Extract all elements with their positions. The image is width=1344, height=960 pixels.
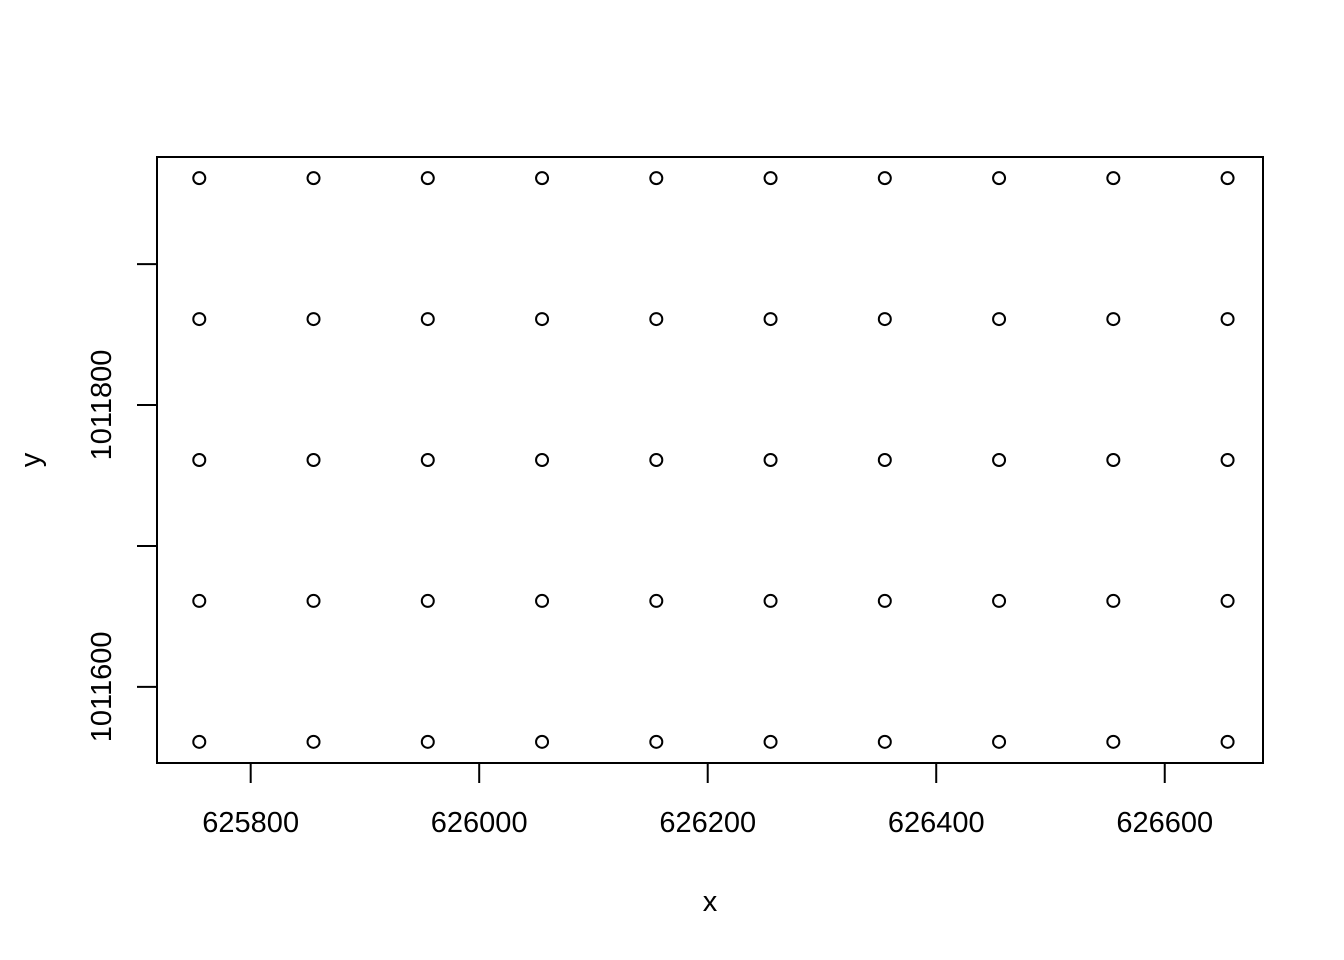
data-point (420, 171, 435, 186)
data-point (192, 734, 207, 749)
y-axis: 1011600 1011800 (86, 263, 157, 743)
data-point (877, 312, 892, 327)
x-tick-label: 626000 (431, 807, 528, 839)
data-point (1220, 312, 1235, 327)
data-point (1106, 171, 1121, 186)
y-tick-label: 1011600 (86, 632, 118, 743)
x-axis: 625800 626000 626200 626400 626600 (202, 763, 1213, 839)
x-tick-label: 626400 (888, 807, 985, 839)
data-point (535, 453, 550, 467)
data-point (992, 593, 1007, 608)
data-point (420, 593, 435, 608)
x-tick-label: 626200 (659, 807, 756, 839)
data-point (306, 734, 321, 749)
data-point (535, 171, 550, 186)
data-point (992, 734, 1007, 749)
data-point (877, 593, 892, 608)
data-point (763, 312, 778, 327)
data-point (877, 171, 892, 186)
data-points (192, 171, 1235, 749)
data-point (1106, 312, 1121, 327)
data-point (192, 312, 207, 327)
data-point (535, 312, 550, 327)
data-point (992, 453, 1007, 467)
data-point (992, 171, 1007, 186)
data-point (649, 453, 664, 467)
data-point (1106, 453, 1121, 467)
data-point (1220, 171, 1235, 186)
data-point (306, 593, 321, 608)
data-point (192, 453, 207, 467)
data-point (763, 593, 778, 608)
data-point (763, 453, 778, 467)
data-point (1106, 593, 1121, 608)
data-point (306, 171, 321, 186)
data-point (535, 734, 550, 749)
data-point (1220, 453, 1235, 467)
data-point (306, 312, 321, 327)
data-point (1220, 593, 1235, 608)
data-point (763, 734, 778, 749)
data-point (649, 171, 664, 186)
data-point (192, 593, 207, 608)
data-point (992, 312, 1007, 327)
plot-frame (156, 156, 1264, 764)
data-point (877, 453, 892, 467)
data-point (192, 171, 207, 186)
x-tick-label: 625800 (202, 807, 299, 839)
y-axis-title: y (15, 452, 47, 467)
data-point (420, 453, 435, 467)
data-point (649, 593, 664, 608)
data-point (535, 593, 550, 608)
data-point (420, 312, 435, 327)
y-tick-label: 1011800 (86, 350, 118, 461)
data-point (306, 453, 321, 467)
data-point (763, 171, 778, 186)
data-point (649, 312, 664, 327)
data-point (1220, 734, 1235, 749)
x-axis-title: x (703, 886, 718, 918)
data-point (420, 734, 435, 749)
data-point (877, 734, 892, 749)
data-point (1106, 734, 1121, 749)
data-point (649, 734, 664, 749)
x-tick-label: 626600 (1116, 807, 1213, 839)
